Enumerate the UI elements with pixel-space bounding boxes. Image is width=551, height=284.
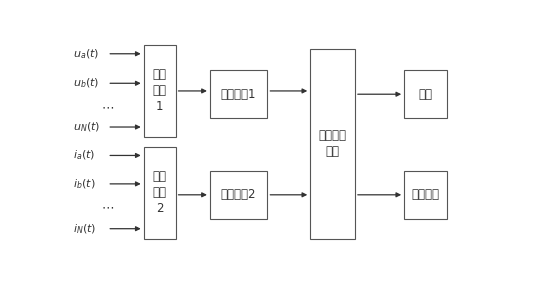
Bar: [210, 171, 267, 219]
Bar: [210, 70, 267, 118]
Bar: [144, 45, 176, 137]
Text: 数字信号
处理: 数字信号 处理: [318, 130, 347, 158]
Text: 信号采样2: 信号采样2: [221, 188, 256, 201]
Text: $i_b(t)$: $i_b(t)$: [73, 177, 96, 191]
Text: 人机交互: 人机交互: [412, 188, 440, 201]
Text: $\cdots$: $\cdots$: [101, 101, 114, 114]
Text: $u_N(t)$: $u_N(t)$: [73, 120, 100, 134]
Text: 信号
调理
1: 信号 调理 1: [153, 68, 166, 113]
Text: $i_a(t)$: $i_a(t)$: [73, 149, 95, 162]
Text: $i_N(t)$: $i_N(t)$: [73, 222, 96, 235]
Bar: [404, 70, 447, 118]
Text: $\cdots$: $\cdots$: [101, 200, 114, 213]
Bar: [310, 49, 355, 239]
Text: 信号
调理
2: 信号 调理 2: [153, 170, 166, 215]
Bar: [144, 147, 176, 239]
Text: 信号采样1: 信号采样1: [221, 88, 256, 101]
Text: 显示: 显示: [418, 88, 433, 101]
Text: $u_b(t)$: $u_b(t)$: [73, 76, 100, 90]
Bar: [404, 171, 447, 219]
Text: $u_a(t)$: $u_a(t)$: [73, 47, 99, 60]
